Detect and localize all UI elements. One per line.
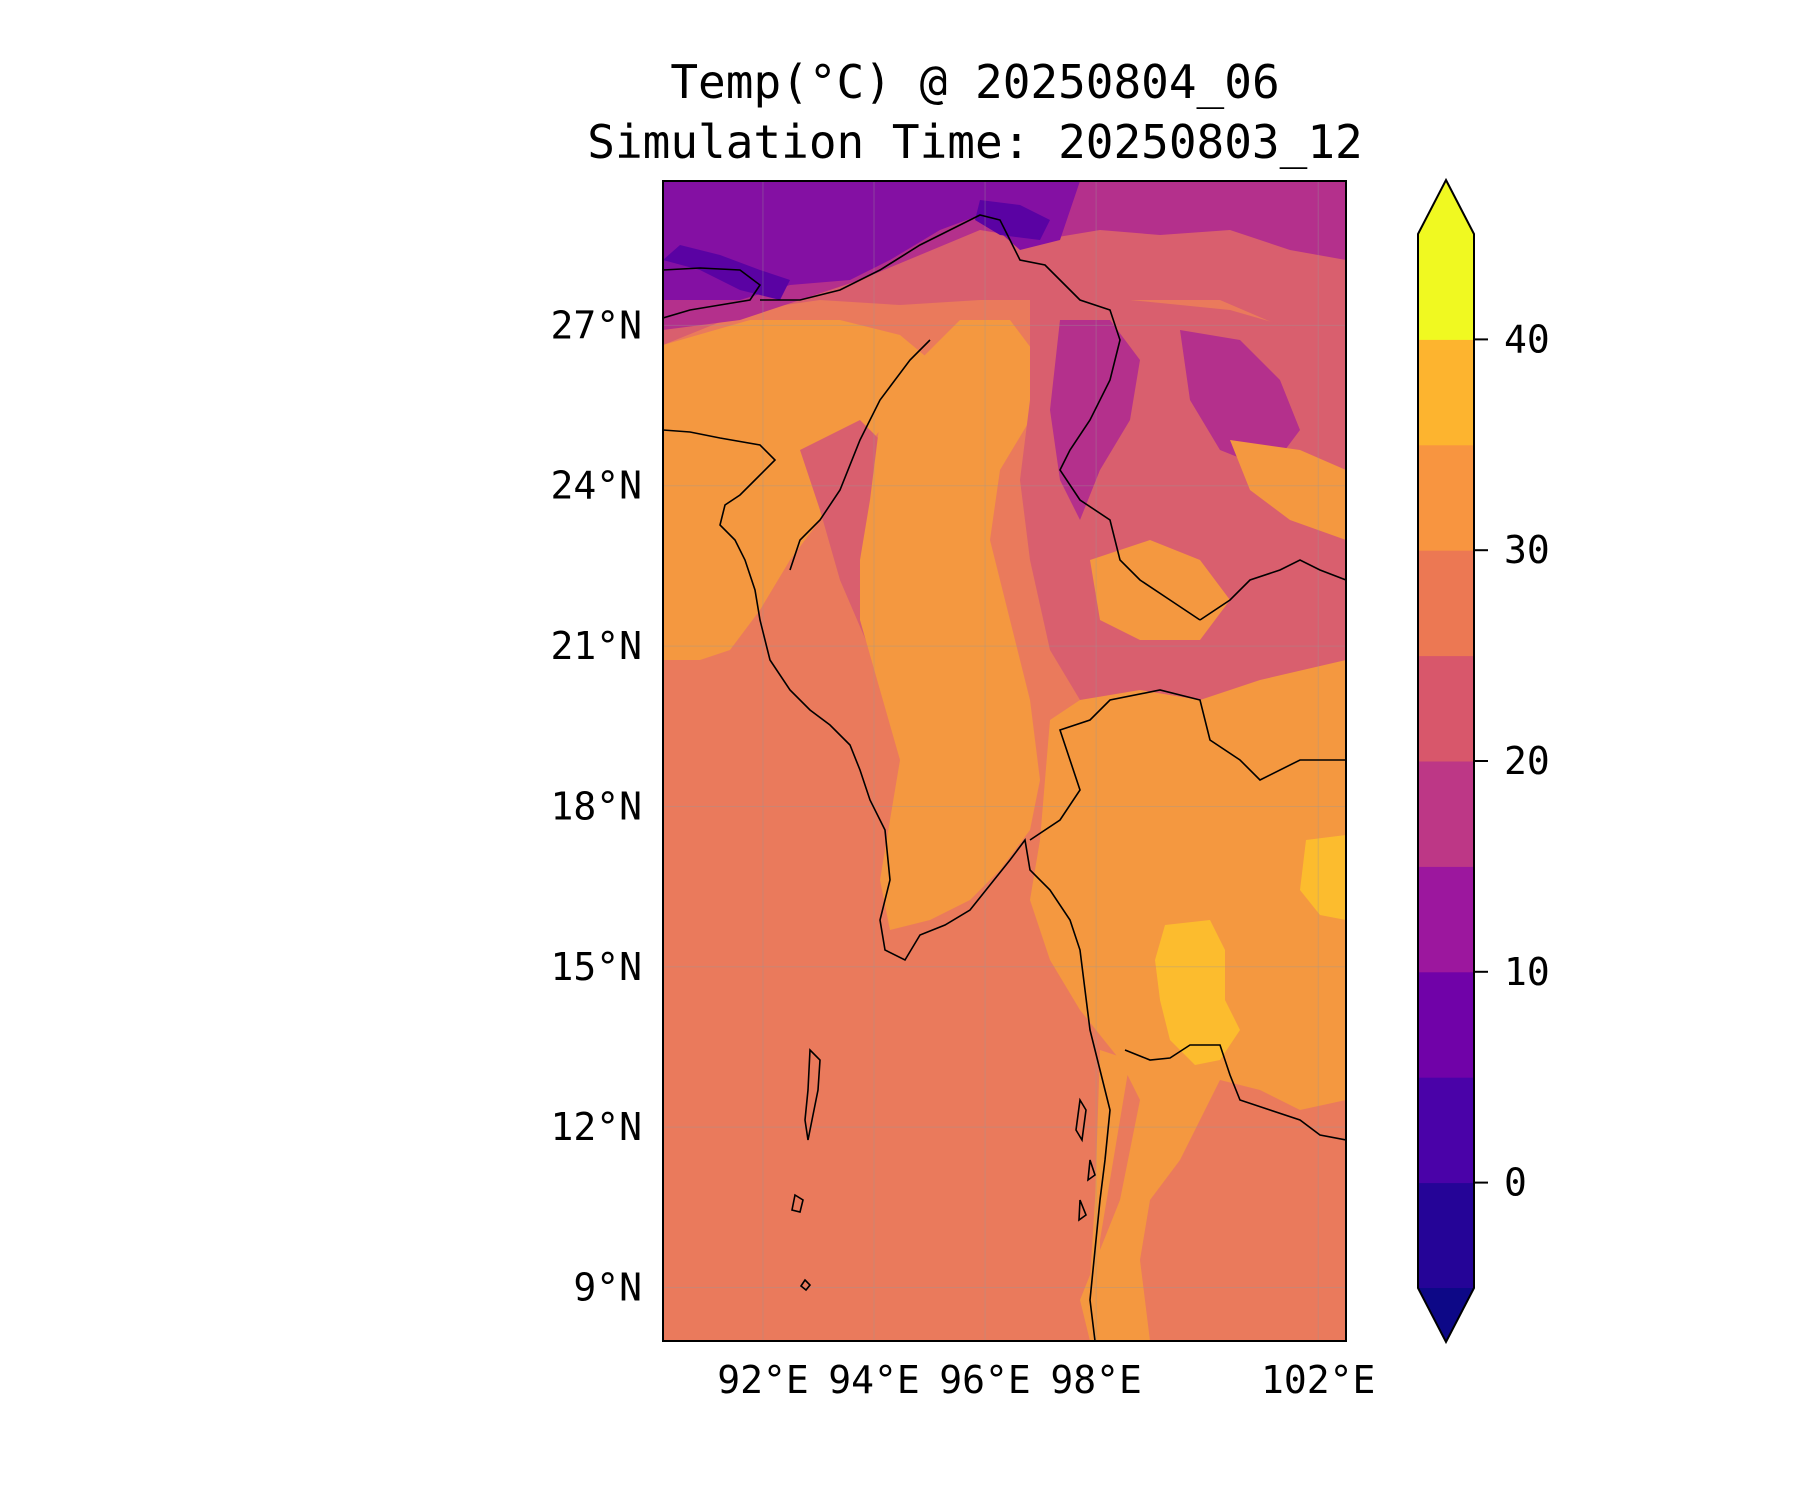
- lat-tick-label: 15°N: [550, 945, 642, 989]
- border-myanmar-north: [760, 214, 1201, 621]
- map-panel: [663, 181, 1346, 1341]
- ganges-lowland: [663, 320, 930, 660]
- lon-tick-label: 98°E: [1050, 1358, 1142, 1402]
- lat-tick-label: 9°N: [573, 1266, 642, 1310]
- plot-subtitle: Simulation Time: 20250803_12: [587, 115, 1363, 169]
- lat-tick-label: 21°N: [550, 624, 642, 668]
- map-frame: [662, 180, 1347, 1342]
- himalaya-high-peaks: [663, 181, 1080, 300]
- andaman-islands: [804, 1048, 821, 1141]
- lat-tick-label: 27°N: [550, 303, 642, 347]
- colorbar-outline: [1417, 177, 1475, 1345]
- longitude-labels: 92°E 94°E 96°E 98°E 102°E: [717, 1358, 1375, 1402]
- colorbar-segment: [1418, 550, 1474, 657]
- irrawaddy-basin: [860, 320, 1040, 930]
- lon-tick-label: 102°E: [1261, 1358, 1375, 1402]
- eastern-ridges: [1050, 320, 1140, 520]
- colorbar-tick-label: 0: [1504, 1161, 1527, 1205]
- lon-tick-label: 92°E: [717, 1358, 809, 1402]
- latitude-labels: 27°N 24°N 21°N 18°N 15°N 12°N 9°N: [550, 303, 642, 1309]
- nicobar-island: [799, 1278, 812, 1292]
- lat-tick-label: 12°N: [550, 1105, 642, 1149]
- colorbar-tick-label: 20: [1504, 739, 1550, 783]
- colorbar-segment: [1418, 866, 1474, 973]
- tenasserim-coast: [1090, 1050, 1130, 1341]
- eastern-ridges: [1180, 330, 1300, 470]
- northeast-hot-patch: [1300, 835, 1346, 920]
- colorbar-segment: [1418, 234, 1474, 340]
- lat-tick-label: 18°N: [550, 784, 642, 828]
- mergui-archipelago: [1075, 1097, 1096, 1222]
- colorbar-over-arrow: [1418, 180, 1474, 234]
- colorbar-tick-labels: 40 30 20 10 0: [1474, 317, 1550, 1205]
- lon-tick-label: 94°E: [828, 1358, 920, 1402]
- gridlines: [663, 181, 1346, 1341]
- colorbar-segment: [1418, 339, 1474, 446]
- yunnan-valley: [1230, 440, 1346, 540]
- border-myanmar-west: [789, 339, 931, 571]
- himalaya-peak-core: [975, 200, 1050, 240]
- border-india-north: [663, 267, 762, 319]
- colorbar-segment: [1418, 444, 1474, 551]
- central-thai-hot-plain: [1155, 920, 1240, 1065]
- colorbar-segment: [1418, 761, 1474, 867]
- colorbar: [1417, 177, 1475, 1345]
- colorbar-tick-label: 10: [1504, 950, 1550, 994]
- lat-tick-label: 24°N: [550, 464, 642, 508]
- colorbar-tick-label: 30: [1504, 528, 1550, 572]
- lon-tick-label: 96°E: [939, 1358, 1031, 1402]
- coastline-bay-of-bengal: [663, 429, 1111, 1341]
- colorbar-segment: [1418, 655, 1474, 762]
- colorbar-segment: [1418, 1182, 1474, 1289]
- border-laos-east: [1199, 559, 1346, 621]
- colorbar-segment: [1418, 1077, 1474, 1184]
- andaman-islands: [791, 1193, 804, 1213]
- colorbar-segment: [1418, 971, 1474, 1078]
- border-thailand: [1029, 689, 1346, 841]
- colorbar-tick-label: 40: [1504, 317, 1550, 361]
- coastline-gulf-of-thailand: [1124, 1044, 1346, 1141]
- plot-title: Temp(°C) @ 20250804_06: [670, 55, 1280, 109]
- coastlines: [663, 214, 1346, 1341]
- colorbar-under-arrow: [1418, 1288, 1474, 1342]
